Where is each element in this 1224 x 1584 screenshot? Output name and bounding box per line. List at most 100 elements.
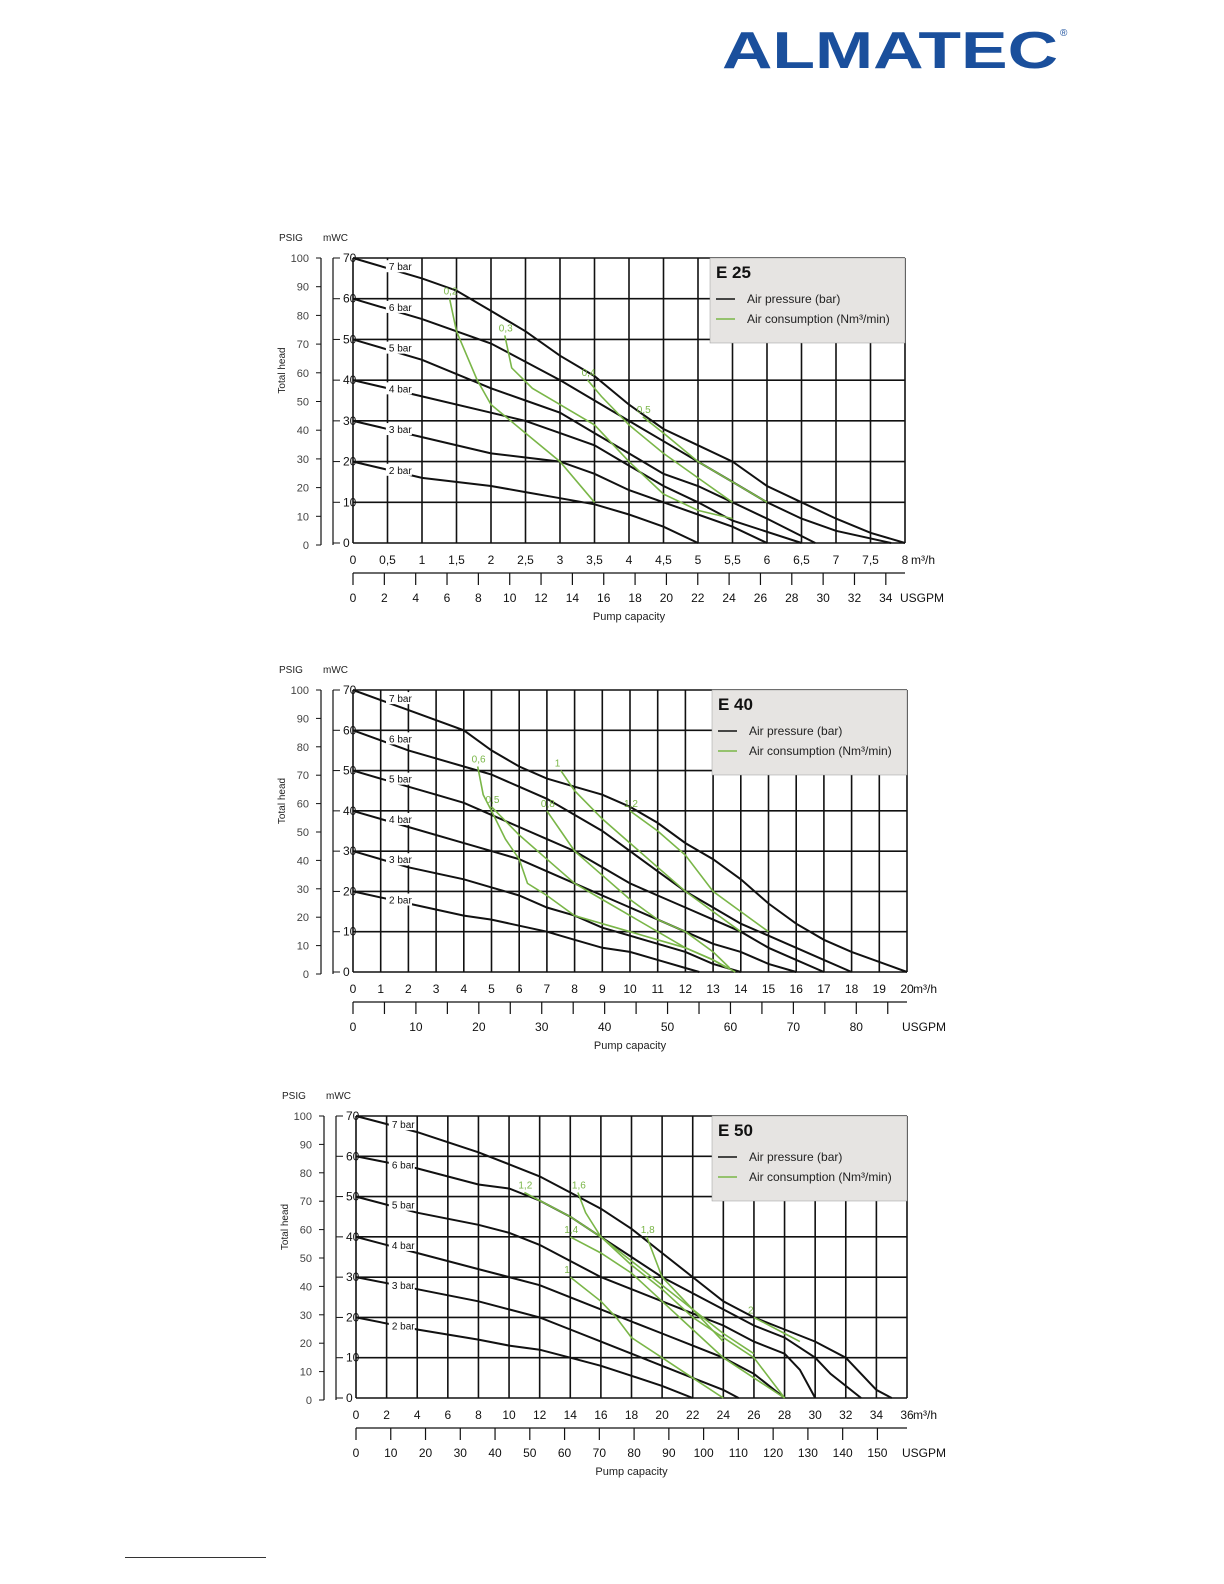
consumption-line <box>646 1236 724 1343</box>
pressure-label-bg <box>385 382 412 395</box>
x2-tick-label: 4 <box>412 591 419 605</box>
pressure-label-bg <box>385 300 412 313</box>
pressure-line-6-bar <box>352 729 853 973</box>
y-tick-label-mwc: 60 <box>343 723 357 737</box>
chart-title: E 40 <box>718 695 753 714</box>
x2-tick-label: 30 <box>535 1020 549 1034</box>
chart-e50: E 50 Air pressure (bar) Air consumption (N… <box>280 1091 946 1478</box>
legend-box <box>711 689 908 776</box>
x-tick-label: 19 <box>873 982 887 996</box>
x-tick-label: 6 <box>516 982 523 996</box>
pressure-line-5-bar <box>355 1195 817 1399</box>
chart-e25: E 25 Air pressure (bar) Air consumption (N… <box>277 233 944 623</box>
x-tick-label: 3 <box>557 553 564 567</box>
x-tick-label: 1 <box>419 553 426 567</box>
y2-unit-label: PSIG <box>279 665 303 676</box>
pressure-line-7-bar <box>352 689 908 973</box>
x2-tick-label: 100 <box>694 1446 714 1460</box>
x2-tick-label: 130 <box>798 1446 818 1460</box>
y-tick-label-mwc: 30 <box>343 414 357 428</box>
x2-tick-label: 14 <box>566 591 580 605</box>
x-tick-label: 8 <box>475 1408 482 1422</box>
x-axis-title: Pump capacity <box>593 611 666 623</box>
x-tick-label: 8 <box>571 982 578 996</box>
x-tick-label: 16 <box>594 1408 608 1422</box>
legend-label-pressure: Air pressure (bar) <box>749 724 842 738</box>
y-tick-label-mwc: 20 <box>343 455 357 469</box>
pressure-label-bg <box>386 692 413 705</box>
y-tick-label-psig: 10 <box>300 1367 312 1379</box>
pressure-line-2-bar <box>352 460 699 544</box>
x2-tick-label: 26 <box>754 591 768 605</box>
y-axis-title: Total head <box>277 347 288 393</box>
x-tick-label: 10 <box>502 1408 516 1422</box>
x-tick-label: 4,5 <box>655 553 672 567</box>
x2-tick-label: 0 <box>350 591 357 605</box>
y-tick-label-psig: 0 <box>303 540 309 552</box>
x-tick-label: 14 <box>564 1408 578 1422</box>
x2-unit-label: USGPM <box>900 591 944 605</box>
consumption-label: 0,5 <box>486 795 500 806</box>
x-tick-label: 18 <box>845 982 859 996</box>
y-tick-label-mwc: 50 <box>343 332 357 346</box>
x2-tick-label: 150 <box>867 1446 887 1460</box>
y-tick-label-psig: 80 <box>297 310 309 322</box>
consumption-line <box>560 770 742 933</box>
x-unit-label: m³/h <box>913 1408 937 1422</box>
pressure-label-bg <box>386 812 413 825</box>
consumption-label: 0,5 <box>637 405 651 416</box>
legend-label-pressure: Air pressure (bar) <box>749 1150 842 1164</box>
x-tick-label: 5,5 <box>724 553 741 567</box>
x2-tick-label: 70 <box>787 1020 801 1034</box>
consumption-label: 0,2 <box>444 287 458 298</box>
consumption-line <box>476 766 728 969</box>
x-tick-label: 14 <box>734 982 748 996</box>
pressure-line-6-bar <box>352 297 892 544</box>
y2-unit-label: PSIG <box>282 1091 306 1102</box>
x2-tick-label: 24 <box>722 591 736 605</box>
x2-tick-label: 80 <box>627 1446 641 1460</box>
pressure-label-bg <box>385 341 412 354</box>
pressure-label: 3 bar <box>392 1281 415 1292</box>
pressure-label-bg <box>386 893 413 906</box>
x2-tick-label: 18 <box>628 591 642 605</box>
y-unit-label: mWC <box>326 1091 351 1102</box>
consumption-label: 1,4 <box>564 1225 578 1236</box>
x2-tick-label: 16 <box>597 591 611 605</box>
x2-tick-label: 6 <box>444 591 451 605</box>
x2-tick-label: 140 <box>833 1446 853 1460</box>
y-tick-label-psig: 100 <box>291 253 309 265</box>
y-tick-label-psig: 90 <box>297 282 309 294</box>
x-tick-label: 0 <box>353 1408 360 1422</box>
footnote-divider <box>125 1557 266 1558</box>
consumption-label: 1 <box>555 759 561 770</box>
almatec-logo: ALMATEC ® <box>722 22 1068 74</box>
pressure-label-bg <box>385 423 412 436</box>
x2-tick-label: 10 <box>384 1446 398 1460</box>
y-unit-label: mWC <box>323 665 348 676</box>
consumption-line <box>629 810 769 933</box>
legend-box <box>711 1115 908 1202</box>
pressure-line-3-bar <box>355 1276 740 1399</box>
consumption-label: 0,4 <box>582 368 596 379</box>
y-tick-label-psig: 50 <box>297 827 309 839</box>
y-tick-label-mwc: 10 <box>346 1351 360 1365</box>
x2-unit-label: USGPM <box>902 1446 946 1460</box>
pressure-label: 4 bar <box>389 384 412 395</box>
chart-title: E 50 <box>718 1121 753 1140</box>
y-tick-label-mwc: 50 <box>343 764 357 778</box>
pressure-label-bg <box>388 1118 415 1131</box>
y-axis-title: Total head <box>277 778 288 824</box>
y-tick-label-psig: 70 <box>297 770 309 782</box>
x2-tick-label: 120 <box>763 1446 783 1460</box>
pressure-label: 4 bar <box>389 815 412 826</box>
x2-tick-label: 20 <box>660 591 674 605</box>
y-tick-label-mwc: 70 <box>343 251 357 265</box>
y-tick-label-mwc: 70 <box>346 1109 360 1123</box>
consumption-label: 1,8 <box>641 1225 655 1236</box>
pressure-line-7-bar <box>352 257 906 544</box>
x2-tick-label: 30 <box>816 591 830 605</box>
x-tick-label: 10 <box>623 982 637 996</box>
x-tick-label: 5 <box>695 553 702 567</box>
